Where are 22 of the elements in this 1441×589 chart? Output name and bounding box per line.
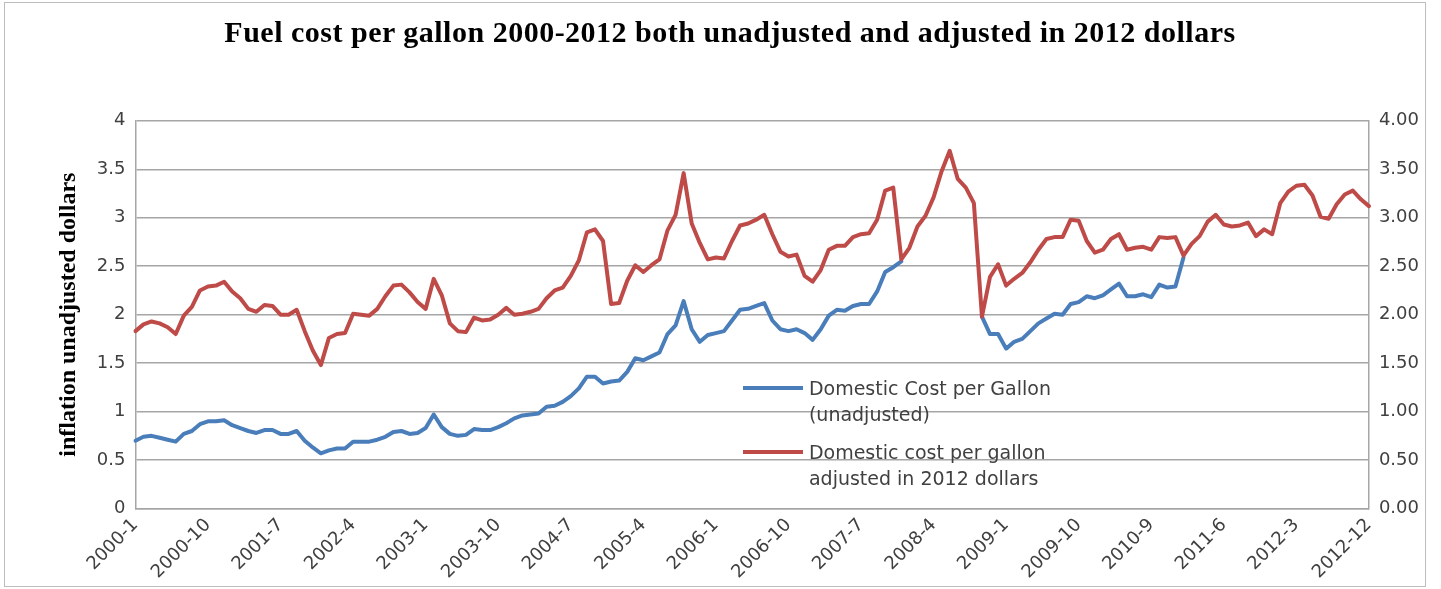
y2-tick-label: 3.50 xyxy=(1378,156,1419,178)
y2-tick-label: 2.50 xyxy=(1378,253,1419,275)
y-tick-label: 3.5 xyxy=(96,156,126,178)
y-tick-label: 0.5 xyxy=(96,447,126,469)
y-tick-label: 1 xyxy=(113,399,126,421)
y-tick-label: 1.5 xyxy=(96,350,126,372)
y2-tick-label: 0.00 xyxy=(1378,496,1419,518)
y-tick-label: 2 xyxy=(113,302,126,324)
y-tick-label: 3 xyxy=(113,205,126,227)
y2-tick-label: 4.00 xyxy=(1378,108,1419,130)
legend-label: Domestic Cost per Gallon (unadjusted) xyxy=(808,375,1052,427)
y2-tick-label: 3.00 xyxy=(1378,205,1419,227)
y2-tick-label: 1.50 xyxy=(1378,350,1419,372)
y2-tick-label: 0.50 xyxy=(1378,447,1419,469)
y2-tick-label: 2.00 xyxy=(1378,302,1419,324)
y-tick-label: 0 xyxy=(113,496,126,518)
y-tick-label: 2.5 xyxy=(96,253,126,275)
y2-tick-label: 1.00 xyxy=(1378,399,1419,421)
y-tick-label: 4 xyxy=(113,108,126,130)
legend-label: Domestic cost per gallon adjusted in 2012 dollars xyxy=(808,439,1047,491)
y-axis-title: inflation unadjusted dollars xyxy=(53,172,80,457)
chart-title: Fuel cost per gallon 2000-2012 both unadjusted and adjusted in 2012 dollars xyxy=(223,14,1237,50)
